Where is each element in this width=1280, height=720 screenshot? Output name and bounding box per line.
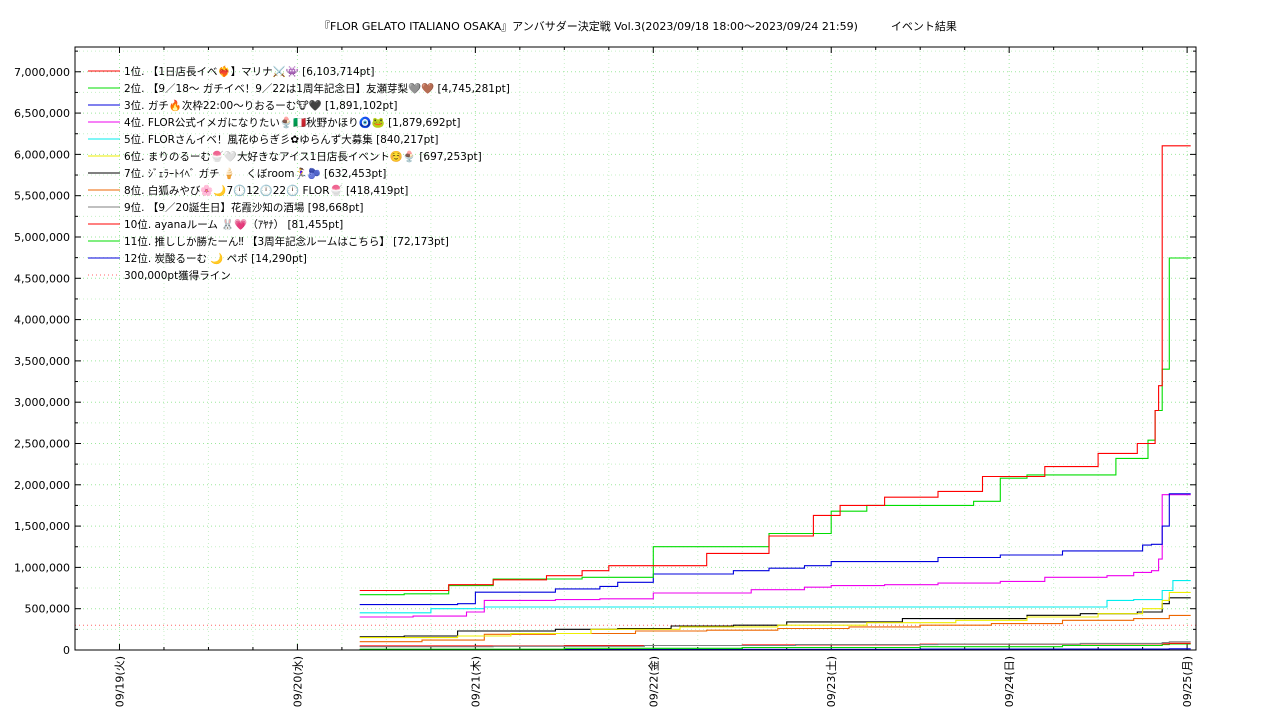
plot-area [75,145,1196,651]
x-tick-label: 09/22(金) [646,656,660,707]
legend-entry: 7位. ｼﾞｪﾗｰﾄｲﾍﾞ ガチ 🍦 くぼroom🏃‍♀️🫐 [632,453p… [124,167,386,180]
y-tick-label: 0 [63,644,70,657]
x-tick-label: 09/19(火) [113,656,126,707]
legend-entry: 8位. 白狐みやび🌸🌙7🕛12🕛22🕛 FLOR🍧 [418,419pt] [124,184,408,197]
y-tick-label: 2,500,000 [14,437,70,450]
y-tick-label: 6,000,000 [14,148,70,161]
y-tick-label: 5,000,000 [14,231,70,244]
plot-frame [74,46,1197,651]
y-tick-label: 1,500,000 [14,520,70,533]
legend-entry: 2位. 【9／18～ ガチイベ！9／22は1周年記念日】友瀬芽梨🩶🤎 [4,74… [124,82,510,95]
x-tick-label: 09/20(水) [291,656,304,707]
y-tick-label: 7,000,000 [14,66,70,79]
x-tick-label: 09/24(日) [1003,656,1016,707]
legend-entry: 1位. 【1日店長イベ❤️‍🔥】マリナ⚔️👾 [6,103,714pt] [124,65,375,78]
x-tick-label: 09/23(土) [825,656,838,707]
y-axis: 0 500,000 1,000,000 1,500,000 2,000,000 2,500… [14,50,1196,657]
y-tick-label: 3,500,000 [14,355,70,368]
y-tick-label: 5,500,000 [14,190,70,203]
x-tick-label: 09/21(木) [469,656,482,707]
y-tick-label: 1,000,000 [14,561,70,574]
series-line-11 [359,643,1191,650]
legend-entry: 10位. ayanaルーム 🐰💗（ｱﾔﾅ） [81,455pt] [124,218,343,231]
y-tick-label: 6,500,000 [14,107,70,120]
legend-entry: 5位. FLORさんイベ！風花ゆらぎ彡✿ゆらんず大募集 [840,217pt] [124,133,438,146]
y-tick-label: 3,000,000 [14,396,70,409]
legend-entry: 4位. FLOR公式イメガになりたい🍨🇮🇹秋野かほり🧿🐸 [1,879,692p… [124,116,460,129]
chart-title: 『FLOR GELATO ITALIANO OSAKA』アンバサダー決定戦 Vo… [319,19,957,33]
legend-entry: 300,000pt獲得ライン [124,269,231,282]
y-tick-label: 4,000,000 [14,314,70,327]
series-line-8 [359,614,1191,643]
series-line-6 [359,591,1191,639]
legend-entry: 11位. 推ししか勝たーん‼ 【3周年記念ルームはこちら】 [72,173pt] [124,235,449,248]
legend-entry: 3位. ガチ🔥次枠22:00〜りおるーむ🐮🖤 [1,891,102pt] [124,99,397,112]
series-line-7 [359,597,1191,638]
series-line-1 [359,145,1191,592]
legend-entry: 6位. まりのるーむ🍧🤍大好きなアイス1日店長イベント☺️🍨 [697,253p… [124,150,482,163]
series-line-2 [359,257,1191,596]
y-tick-label: 2,000,000 [14,479,70,492]
x-axis: 09/19(火) 09/20(水) 09/21(木) 09/22(金) 09/23(土)… [74,47,1194,707]
legend-entry: 9位. 【9／20誕生日】花霞沙知の酒場 [98,668pt] [124,201,363,214]
grid [74,47,1196,651]
legend-entry: 12位. 炭酸るーむ 🌙 ペボ [14,290pt] [124,252,307,265]
series-line-4 [359,494,1191,618]
legend: 1位. 【1日店長イベ❤️‍🔥】マリナ⚔️👾 [6,103,714pt] 2位.… [88,65,510,282]
series-line-5 [359,580,1191,614]
y-tick-label: 4,500,000 [14,272,70,285]
series-line-3 [359,493,1191,606]
series-line-9 [359,641,1191,648]
x-tick-label: 09/25(月) [1181,656,1194,707]
y-tick-label: 500,000 [25,603,71,616]
